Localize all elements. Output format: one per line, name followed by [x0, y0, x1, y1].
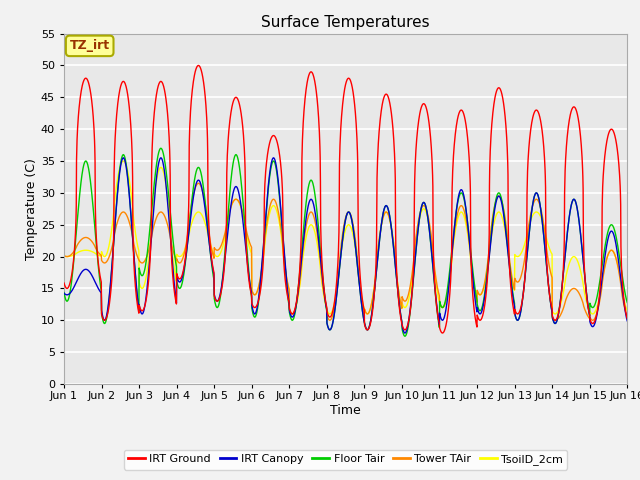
TsoilD_2cm	[218, 248, 225, 254]
Tower TAir	[375, 241, 383, 247]
Text: TZ_irt: TZ_irt	[70, 39, 109, 52]
Floor Tair	[157, 145, 164, 151]
Floor Tair	[510, 296, 518, 302]
TsoilD_2cm	[60, 253, 68, 259]
Tower TAir	[195, 180, 202, 186]
IRT Canopy	[401, 330, 409, 336]
IRT Canopy	[623, 318, 631, 324]
TsoilD_2cm	[362, 310, 370, 316]
Floor Tair	[574, 210, 582, 216]
IRT Ground	[374, 140, 382, 146]
TsoilD_2cm	[574, 259, 582, 265]
IRT Canopy	[374, 249, 382, 254]
IRT Canopy	[510, 300, 518, 305]
Floor Tair	[374, 249, 382, 254]
TsoilD_2cm	[510, 285, 518, 291]
Legend: IRT Ground, IRT Canopy, Floor Tair, Tower TAir, TsoilD_2cm: IRT Ground, IRT Canopy, Floor Tair, Towe…	[124, 450, 568, 469]
Y-axis label: Temperature (C): Temperature (C)	[25, 158, 38, 260]
Floor Tair	[60, 289, 68, 295]
IRT Canopy	[589, 323, 597, 329]
IRT Ground	[510, 308, 518, 313]
IRT Canopy	[269, 155, 277, 161]
IRT Canopy	[60, 290, 68, 296]
TsoilD_2cm	[120, 158, 127, 164]
IRT Ground	[438, 330, 446, 336]
X-axis label: Time: Time	[330, 404, 361, 417]
Floor Tair	[362, 325, 370, 331]
IRT Canopy	[217, 287, 225, 293]
IRT Ground	[60, 280, 68, 286]
Tower TAir	[60, 252, 68, 258]
IRT Ground	[623, 315, 631, 321]
Tower TAir	[510, 284, 518, 289]
Tower TAir	[362, 311, 370, 316]
Tower TAir	[574, 288, 582, 294]
Line: Floor Tair: Floor Tair	[64, 148, 627, 336]
IRT Ground	[589, 320, 597, 326]
Title: Surface Temperatures: Surface Temperatures	[261, 15, 430, 30]
Floor Tair	[589, 304, 597, 310]
IRT Canopy	[574, 210, 582, 216]
Tower TAir	[326, 317, 333, 323]
Tower TAir	[589, 317, 597, 323]
Line: Tower TAir: Tower TAir	[64, 183, 627, 320]
IRT Ground	[195, 62, 202, 68]
Floor Tair	[218, 288, 225, 293]
TsoilD_2cm	[375, 241, 383, 247]
IRT Canopy	[362, 325, 370, 331]
TsoilD_2cm	[623, 308, 631, 313]
TsoilD_2cm	[589, 311, 597, 316]
Line: IRT Canopy: IRT Canopy	[64, 158, 627, 333]
Tower TAir	[218, 242, 225, 248]
Line: TsoilD_2cm: TsoilD_2cm	[64, 161, 627, 314]
Floor Tair	[401, 333, 409, 339]
TsoilD_2cm	[364, 311, 371, 317]
Floor Tair	[623, 300, 631, 305]
IRT Ground	[574, 114, 582, 120]
IRT Ground	[362, 326, 370, 332]
IRT Ground	[218, 288, 225, 294]
Line: IRT Ground: IRT Ground	[64, 65, 627, 333]
Tower TAir	[623, 314, 631, 320]
